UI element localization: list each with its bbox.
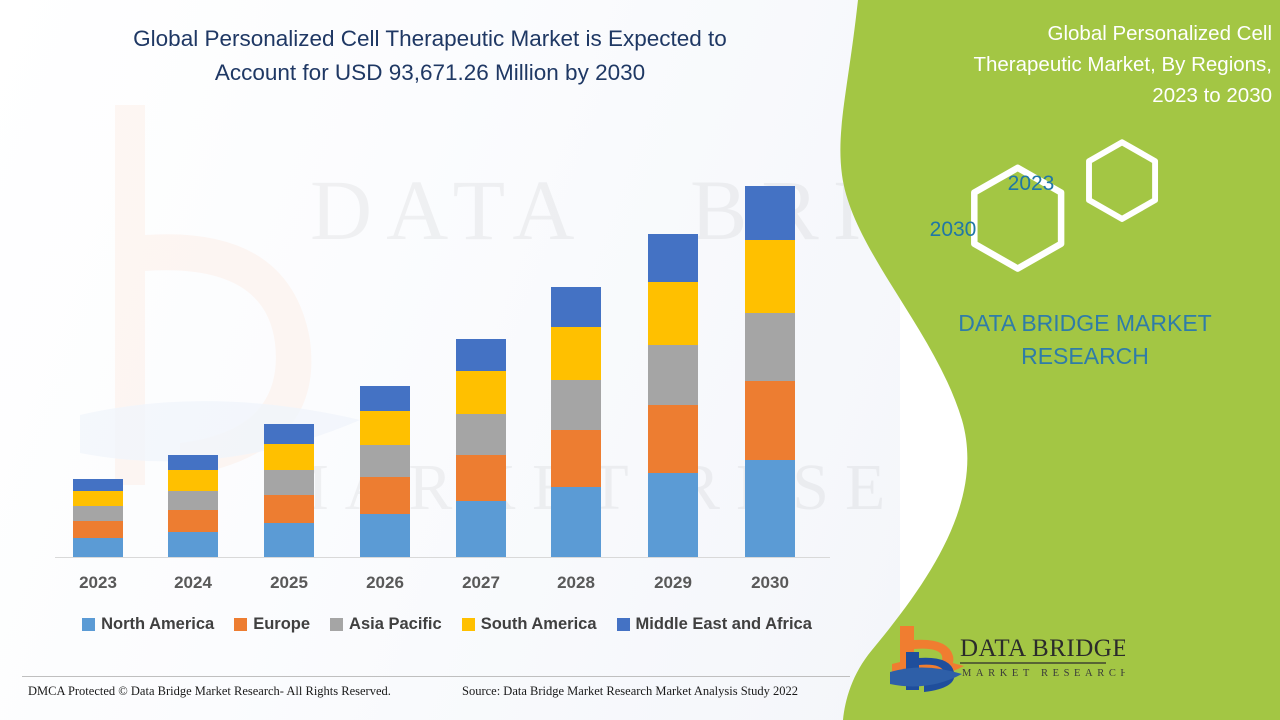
logo-primary-text: DATA BRIDGE bbox=[960, 635, 1125, 662]
bar-column-2026 bbox=[360, 386, 410, 557]
legend-item: Middle East and Africa bbox=[616, 615, 812, 634]
data-bridge-logo: DATA BRIDGE MARKET RESEARCH bbox=[890, 626, 1125, 692]
bar-segment bbox=[745, 460, 795, 557]
panel-title-line-3: 2023 to 2030 bbox=[1152, 84, 1272, 107]
chart-panel: DATA BRIDGE MARKET RESEARCH Global Perso… bbox=[0, 0, 900, 720]
bar-segment bbox=[551, 287, 601, 327]
legend-item: North America bbox=[82, 615, 214, 634]
bar-segment bbox=[360, 476, 410, 514]
bar-segment bbox=[456, 501, 506, 557]
bar-segment bbox=[360, 513, 410, 557]
panel-title-line-1: Global Personalized Cell bbox=[1047, 22, 1272, 45]
stacked-bar-chart bbox=[55, 150, 830, 557]
chart-legend: North America Europe Asia Pacific South Ame… bbox=[52, 615, 842, 634]
bar-column-2023 bbox=[73, 479, 123, 557]
bar-segment bbox=[456, 371, 506, 415]
title-line-2: Account for USD 93,671.26 Million by 203… bbox=[214, 60, 646, 85]
bar-column-2024 bbox=[168, 455, 218, 557]
brand-name-line-2: RESEARCH bbox=[1021, 343, 1149, 369]
brand-name: DATA BRIDGE MARKET RESEARCH bbox=[920, 307, 1250, 373]
bar-segment bbox=[73, 479, 123, 491]
x-axis-label-2024: 2024 bbox=[174, 573, 212, 592]
bar-segment bbox=[648, 404, 698, 474]
x-axis-label-2026: 2026 bbox=[366, 573, 404, 592]
logo-secondary-text: MARKET RESEARCH bbox=[962, 668, 1125, 679]
source-note: Source: Data Bridge Market Research Mark… bbox=[462, 684, 799, 698]
legend-label: Asia Pacific bbox=[349, 615, 442, 633]
page-title: Global Personalized Cell Therapeutic Mar… bbox=[60, 22, 800, 90]
x-axis-label-2028: 2028 bbox=[557, 573, 595, 592]
bar-segment bbox=[73, 537, 123, 557]
x-axis-line bbox=[55, 557, 830, 558]
title-line-1: Global Personalized Cell Therapeutic Mar… bbox=[133, 26, 727, 51]
panel-title-line-2: Therapeutic Market, By Regions, bbox=[973, 53, 1272, 76]
bar-segment bbox=[745, 186, 795, 241]
bar-segment bbox=[551, 487, 601, 557]
panel-title: Global Personalized Cell Therapeutic Mar… bbox=[942, 18, 1272, 111]
bar-segment bbox=[456, 414, 506, 455]
bar-segment bbox=[73, 521, 123, 538]
legend-swatch-icon bbox=[330, 618, 344, 631]
bar-column-2029 bbox=[648, 234, 698, 557]
hexagon-2023-icon bbox=[1086, 139, 1159, 222]
bar-segment bbox=[168, 531, 218, 557]
bar-column-2025 bbox=[264, 424, 314, 557]
bar-segment bbox=[551, 429, 601, 488]
bar-segment bbox=[360, 386, 410, 412]
bar-segment bbox=[551, 379, 601, 430]
legend-item: Asia Pacific bbox=[330, 615, 442, 634]
legend-label: Middle East and Africa bbox=[635, 615, 812, 633]
bar-segment bbox=[264, 443, 314, 471]
hexagon-2030-icon bbox=[971, 164, 1065, 272]
panel-content: Global Personalized Cell Therapeutic Mar… bbox=[880, 0, 1280, 720]
legend-item: Europe bbox=[234, 615, 310, 634]
x-axis-label-2027: 2027 bbox=[462, 573, 500, 592]
bar-segment bbox=[264, 424, 314, 444]
bar-segment bbox=[168, 470, 218, 491]
legend-item: South America bbox=[461, 615, 597, 634]
legend-label: North America bbox=[101, 615, 215, 633]
bar-segment bbox=[456, 339, 506, 372]
bar-segment bbox=[648, 234, 698, 282]
logo-b-mark bbox=[890, 626, 964, 692]
bar-column-2027 bbox=[456, 339, 506, 557]
bar-segment bbox=[648, 281, 698, 346]
bar-segment bbox=[73, 506, 123, 522]
bar-segment bbox=[264, 470, 314, 495]
bar-segment bbox=[360, 411, 410, 446]
bar-segment bbox=[168, 509, 218, 532]
dmca-notice: DMCA Protected © Data Bridge Market Rese… bbox=[28, 684, 391, 698]
bar-segment bbox=[264, 494, 314, 524]
bar-segment bbox=[168, 455, 218, 471]
legend-swatch-icon bbox=[234, 618, 248, 631]
bar-segment bbox=[73, 490, 123, 507]
bar-segment bbox=[648, 345, 698, 405]
bar-segment bbox=[456, 454, 506, 502]
legend-label: Europe bbox=[253, 615, 311, 633]
bar-segment bbox=[745, 381, 795, 461]
legend-label: South America bbox=[480, 615, 597, 633]
bar-segment bbox=[168, 490, 218, 510]
footer-divider bbox=[22, 676, 850, 677]
bar-segment bbox=[745, 240, 795, 313]
legend-swatch-icon bbox=[82, 618, 96, 631]
x-axis-label-2023: 2023 bbox=[79, 573, 117, 592]
hexagon-badges bbox=[971, 139, 1159, 272]
x-axis-label-2029: 2029 bbox=[654, 573, 692, 592]
hexagon-2030-label: 2030 bbox=[929, 218, 977, 241]
bar-segment bbox=[360, 445, 410, 477]
bar-column-2028 bbox=[551, 287, 601, 557]
hexagon-2023-label: 2023 bbox=[1007, 172, 1055, 195]
x-axis-label-2030: 2030 bbox=[751, 573, 789, 592]
bar-segment bbox=[551, 326, 601, 380]
legend-swatch-icon bbox=[616, 618, 630, 631]
bar-segment bbox=[745, 312, 795, 382]
bar-segment bbox=[264, 523, 314, 557]
x-axis-label-2025: 2025 bbox=[270, 573, 308, 592]
bar-segment bbox=[648, 473, 698, 557]
bar-column-2030 bbox=[745, 186, 795, 557]
legend-swatch-icon bbox=[461, 618, 475, 631]
brand-name-line-1: DATA BRIDGE MARKET bbox=[958, 310, 1212, 336]
